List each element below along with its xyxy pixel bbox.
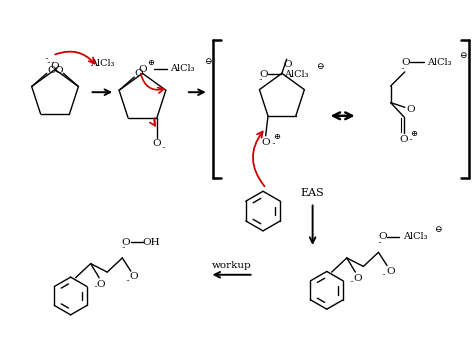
Text: OH: OH <box>143 238 160 247</box>
Text: ··: ·· <box>161 144 166 153</box>
Text: O: O <box>283 61 292 69</box>
Text: O: O <box>353 274 362 283</box>
Text: O: O <box>378 232 387 241</box>
Text: AlCl₃: AlCl₃ <box>284 69 309 78</box>
Text: ··: ·· <box>382 271 386 279</box>
Text: ··: ·· <box>44 55 49 63</box>
Text: ··: ·· <box>408 136 413 144</box>
Text: O: O <box>386 267 395 276</box>
Text: AlCl₃: AlCl₃ <box>428 58 452 67</box>
Text: ⊕: ⊕ <box>147 59 155 67</box>
Text: ⊖: ⊖ <box>459 51 466 60</box>
Text: ··: ·· <box>126 277 130 285</box>
Text: O: O <box>122 238 130 247</box>
Text: O: O <box>401 58 410 67</box>
Text: ⊖: ⊖ <box>434 225 442 234</box>
Text: AlCl₃: AlCl₃ <box>403 232 428 241</box>
Text: ··: ·· <box>349 277 354 286</box>
Text: O: O <box>400 135 408 144</box>
Text: O: O <box>135 69 143 78</box>
Text: ⊕: ⊕ <box>410 130 417 138</box>
Text: O: O <box>51 62 59 71</box>
Text: O: O <box>261 138 270 147</box>
Text: O: O <box>153 139 161 148</box>
Text: ··: ·· <box>51 59 55 67</box>
Text: O: O <box>138 65 147 74</box>
Text: ··: ·· <box>400 65 405 73</box>
Text: O: O <box>259 69 267 78</box>
Text: ··: ·· <box>121 245 126 252</box>
Text: ··: ·· <box>93 283 98 291</box>
Text: ··: ·· <box>271 140 276 148</box>
Text: ··: ·· <box>46 59 51 67</box>
Text: ⊖: ⊖ <box>204 57 211 66</box>
Text: ··: ·· <box>377 239 382 247</box>
Text: EAS: EAS <box>301 188 325 198</box>
Text: AlCl₃: AlCl₃ <box>90 59 115 68</box>
Text: O: O <box>97 280 105 289</box>
Text: ⊖: ⊖ <box>316 63 324 72</box>
Text: ··: ·· <box>258 76 263 84</box>
Text: O: O <box>407 105 415 114</box>
Text: O: O <box>130 272 138 281</box>
Text: AlCl₃: AlCl₃ <box>170 64 195 73</box>
Text: O: O <box>54 66 63 74</box>
Text: workup: workup <box>211 261 251 270</box>
Text: ⊕: ⊕ <box>273 133 280 141</box>
Text: O: O <box>47 66 56 74</box>
